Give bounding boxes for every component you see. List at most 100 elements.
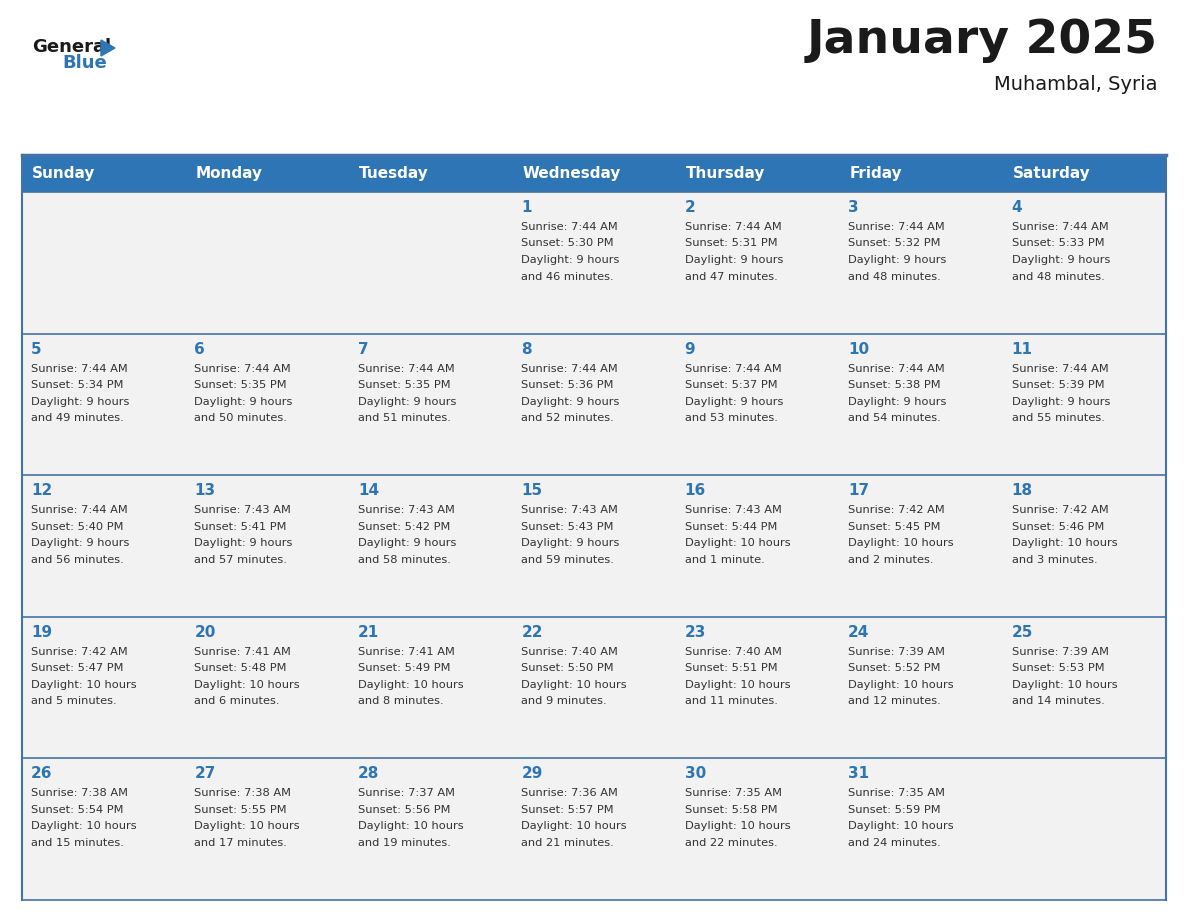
Bar bbox=[1003, 617, 1165, 758]
Text: and 52 minutes.: and 52 minutes. bbox=[522, 413, 614, 423]
Text: Sunrise: 7:44 AM: Sunrise: 7:44 AM bbox=[848, 364, 944, 374]
Text: Sunrise: 7:44 AM: Sunrise: 7:44 AM bbox=[31, 505, 128, 515]
Text: and 51 minutes.: and 51 minutes. bbox=[358, 413, 450, 423]
Text: Sunrise: 7:44 AM: Sunrise: 7:44 AM bbox=[195, 364, 291, 374]
Text: Sunrise: 7:42 AM: Sunrise: 7:42 AM bbox=[31, 647, 128, 656]
Text: Sunset: 5:40 PM: Sunset: 5:40 PM bbox=[31, 521, 124, 532]
Text: 1: 1 bbox=[522, 200, 532, 215]
Text: 16: 16 bbox=[684, 483, 706, 498]
Text: Daylight: 10 hours: Daylight: 10 hours bbox=[848, 538, 954, 548]
Text: Sunrise: 7:39 AM: Sunrise: 7:39 AM bbox=[1011, 647, 1108, 656]
Text: Sunset: 5:41 PM: Sunset: 5:41 PM bbox=[195, 521, 287, 532]
Bar bbox=[185, 476, 349, 617]
Text: Sunrise: 7:41 AM: Sunrise: 7:41 AM bbox=[358, 647, 455, 656]
Text: 7: 7 bbox=[358, 341, 368, 356]
Text: and 11 minutes.: and 11 minutes. bbox=[684, 696, 778, 706]
Bar bbox=[839, 758, 1003, 900]
Text: Daylight: 10 hours: Daylight: 10 hours bbox=[1011, 680, 1117, 689]
Text: and 9 minutes.: and 9 minutes. bbox=[522, 696, 607, 706]
Text: 30: 30 bbox=[684, 767, 706, 781]
Text: Sunrise: 7:44 AM: Sunrise: 7:44 AM bbox=[31, 364, 128, 374]
Text: Sunrise: 7:43 AM: Sunrise: 7:43 AM bbox=[358, 505, 455, 515]
Text: Sunset: 5:57 PM: Sunset: 5:57 PM bbox=[522, 805, 614, 815]
Text: Sunset: 5:58 PM: Sunset: 5:58 PM bbox=[684, 805, 777, 815]
Bar bbox=[185, 333, 349, 476]
Text: and 19 minutes.: and 19 minutes. bbox=[358, 838, 450, 848]
Text: and 58 minutes.: and 58 minutes. bbox=[358, 554, 450, 565]
Text: Sunset: 5:55 PM: Sunset: 5:55 PM bbox=[195, 805, 287, 815]
Text: and 22 minutes.: and 22 minutes. bbox=[684, 838, 777, 848]
Text: and 46 minutes.: and 46 minutes. bbox=[522, 272, 614, 282]
Bar bbox=[676, 333, 839, 476]
Text: Sunrise: 7:39 AM: Sunrise: 7:39 AM bbox=[848, 647, 946, 656]
Text: Sunrise: 7:35 AM: Sunrise: 7:35 AM bbox=[848, 789, 946, 799]
Text: 26: 26 bbox=[31, 767, 52, 781]
Text: Sunrise: 7:44 AM: Sunrise: 7:44 AM bbox=[1011, 364, 1108, 374]
Text: Sunset: 5:54 PM: Sunset: 5:54 PM bbox=[31, 805, 124, 815]
Text: and 48 minutes.: and 48 minutes. bbox=[1011, 272, 1105, 282]
Text: 28: 28 bbox=[358, 767, 379, 781]
Text: and 24 minutes.: and 24 minutes. bbox=[848, 838, 941, 848]
Text: 23: 23 bbox=[684, 625, 706, 640]
Text: 8: 8 bbox=[522, 341, 532, 356]
Text: Saturday: Saturday bbox=[1012, 166, 1091, 181]
Text: Sunset: 5:36 PM: Sunset: 5:36 PM bbox=[522, 380, 614, 390]
Text: Sunset: 5:44 PM: Sunset: 5:44 PM bbox=[684, 521, 777, 532]
Bar bbox=[512, 476, 676, 617]
Text: Sunset: 5:53 PM: Sunset: 5:53 PM bbox=[1011, 664, 1104, 673]
Text: Sunset: 5:32 PM: Sunset: 5:32 PM bbox=[848, 239, 941, 249]
Bar bbox=[349, 192, 512, 333]
Text: 31: 31 bbox=[848, 767, 870, 781]
Text: and 21 minutes.: and 21 minutes. bbox=[522, 838, 614, 848]
Text: Daylight: 10 hours: Daylight: 10 hours bbox=[522, 680, 627, 689]
Text: Daylight: 10 hours: Daylight: 10 hours bbox=[684, 822, 790, 832]
Text: Sunset: 5:47 PM: Sunset: 5:47 PM bbox=[31, 664, 124, 673]
Text: Sunrise: 7:44 AM: Sunrise: 7:44 AM bbox=[358, 364, 455, 374]
Text: Sunset: 5:45 PM: Sunset: 5:45 PM bbox=[848, 521, 941, 532]
Text: Daylight: 10 hours: Daylight: 10 hours bbox=[684, 538, 790, 548]
Text: and 55 minutes.: and 55 minutes. bbox=[1011, 413, 1105, 423]
Text: and 5 minutes.: and 5 minutes. bbox=[31, 696, 116, 706]
Text: 3: 3 bbox=[848, 200, 859, 215]
Text: and 8 minutes.: and 8 minutes. bbox=[358, 696, 443, 706]
Text: Sunset: 5:39 PM: Sunset: 5:39 PM bbox=[1011, 380, 1104, 390]
Text: Sunrise: 7:44 AM: Sunrise: 7:44 AM bbox=[522, 364, 618, 374]
Text: Sunrise: 7:43 AM: Sunrise: 7:43 AM bbox=[522, 505, 618, 515]
Text: Sunset: 5:35 PM: Sunset: 5:35 PM bbox=[195, 380, 287, 390]
Bar bbox=[349, 155, 512, 192]
Text: Daylight: 10 hours: Daylight: 10 hours bbox=[522, 822, 627, 832]
Text: Sunrise: 7:42 AM: Sunrise: 7:42 AM bbox=[1011, 505, 1108, 515]
Text: 19: 19 bbox=[31, 625, 52, 640]
Text: 4: 4 bbox=[1011, 200, 1022, 215]
Text: Daylight: 9 hours: Daylight: 9 hours bbox=[1011, 255, 1110, 265]
Bar bbox=[185, 758, 349, 900]
Text: Sunrise: 7:44 AM: Sunrise: 7:44 AM bbox=[848, 222, 944, 232]
Text: Sunrise: 7:44 AM: Sunrise: 7:44 AM bbox=[684, 222, 782, 232]
Bar bbox=[676, 617, 839, 758]
Text: and 12 minutes.: and 12 minutes. bbox=[848, 696, 941, 706]
Text: Sunrise: 7:42 AM: Sunrise: 7:42 AM bbox=[848, 505, 944, 515]
Text: Sunday: Sunday bbox=[32, 166, 95, 181]
Text: 29: 29 bbox=[522, 767, 543, 781]
Text: and 53 minutes.: and 53 minutes. bbox=[684, 413, 778, 423]
Text: Sunset: 5:42 PM: Sunset: 5:42 PM bbox=[358, 521, 450, 532]
Text: Daylight: 10 hours: Daylight: 10 hours bbox=[358, 680, 463, 689]
Text: 2: 2 bbox=[684, 200, 695, 215]
Text: Daylight: 9 hours: Daylight: 9 hours bbox=[195, 397, 292, 407]
Bar bbox=[185, 617, 349, 758]
Text: Sunrise: 7:35 AM: Sunrise: 7:35 AM bbox=[684, 789, 782, 799]
Text: Sunset: 5:51 PM: Sunset: 5:51 PM bbox=[684, 664, 777, 673]
Text: Sunset: 5:43 PM: Sunset: 5:43 PM bbox=[522, 521, 614, 532]
Bar bbox=[839, 333, 1003, 476]
Text: Tuesday: Tuesday bbox=[359, 166, 429, 181]
Bar bbox=[676, 476, 839, 617]
Text: and 17 minutes.: and 17 minutes. bbox=[195, 838, 287, 848]
Text: Muhambal, Syria: Muhambal, Syria bbox=[994, 75, 1158, 94]
Text: and 14 minutes.: and 14 minutes. bbox=[1011, 696, 1105, 706]
Text: Sunrise: 7:44 AM: Sunrise: 7:44 AM bbox=[1011, 222, 1108, 232]
Text: Sunset: 5:52 PM: Sunset: 5:52 PM bbox=[848, 664, 941, 673]
Text: Sunrise: 7:40 AM: Sunrise: 7:40 AM bbox=[522, 647, 618, 656]
Text: Daylight: 9 hours: Daylight: 9 hours bbox=[522, 255, 620, 265]
Text: and 59 minutes.: and 59 minutes. bbox=[522, 554, 614, 565]
Text: Sunset: 5:37 PM: Sunset: 5:37 PM bbox=[684, 380, 777, 390]
